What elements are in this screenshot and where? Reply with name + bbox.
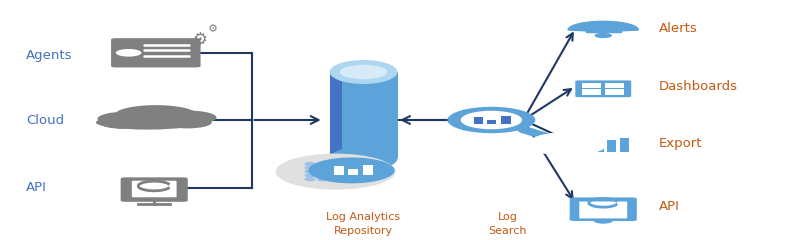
Bar: [620, 138, 629, 152]
Bar: [334, 166, 344, 175]
Bar: [606, 83, 624, 88]
Circle shape: [356, 166, 366, 169]
Text: Dashboards: Dashboards: [659, 80, 738, 93]
Circle shape: [305, 174, 315, 177]
Bar: [607, 140, 616, 152]
Circle shape: [318, 162, 328, 165]
Ellipse shape: [330, 60, 398, 84]
Circle shape: [344, 162, 353, 165]
Text: API: API: [659, 200, 680, 213]
Circle shape: [356, 178, 366, 181]
Circle shape: [447, 107, 535, 133]
Text: Export: Export: [659, 138, 702, 150]
FancyBboxPatch shape: [111, 38, 201, 67]
Circle shape: [305, 166, 315, 169]
FancyBboxPatch shape: [570, 198, 637, 221]
Ellipse shape: [100, 117, 148, 129]
FancyBboxPatch shape: [132, 181, 177, 197]
Ellipse shape: [330, 146, 398, 170]
Bar: [474, 117, 483, 124]
Circle shape: [305, 178, 315, 181]
Bar: [348, 169, 358, 175]
Circle shape: [356, 162, 366, 165]
Circle shape: [318, 170, 328, 173]
Bar: [606, 90, 624, 95]
Circle shape: [116, 49, 141, 57]
Bar: [583, 145, 592, 152]
Bar: [487, 120, 496, 124]
Circle shape: [344, 170, 353, 173]
Ellipse shape: [96, 115, 200, 130]
Bar: [363, 165, 373, 175]
Circle shape: [331, 170, 340, 173]
Bar: [582, 83, 601, 88]
Bar: [582, 90, 601, 95]
Text: API: API: [26, 181, 47, 194]
Circle shape: [356, 170, 366, 173]
Circle shape: [344, 178, 353, 181]
Bar: [595, 143, 604, 152]
FancyBboxPatch shape: [579, 202, 627, 218]
Circle shape: [344, 166, 353, 169]
Circle shape: [308, 157, 395, 183]
Circle shape: [331, 174, 340, 177]
Circle shape: [331, 162, 340, 165]
FancyBboxPatch shape: [121, 177, 188, 202]
Circle shape: [276, 154, 396, 190]
Ellipse shape: [156, 110, 217, 125]
Text: Agents: Agents: [26, 49, 73, 62]
Bar: [501, 116, 511, 124]
Circle shape: [305, 162, 315, 165]
Polygon shape: [568, 21, 638, 32]
Ellipse shape: [164, 116, 212, 128]
Circle shape: [318, 174, 328, 177]
Text: Cloud: Cloud: [26, 114, 65, 126]
Bar: [330, 72, 342, 158]
Circle shape: [318, 178, 328, 181]
Circle shape: [331, 178, 340, 181]
Circle shape: [331, 166, 340, 169]
Text: Log Analytics
Repository: Log Analytics Repository: [327, 212, 400, 236]
Circle shape: [318, 166, 328, 169]
Ellipse shape: [527, 132, 607, 156]
Circle shape: [305, 170, 315, 173]
Circle shape: [460, 111, 523, 129]
Circle shape: [594, 33, 612, 38]
Ellipse shape: [97, 112, 158, 126]
Bar: [330, 72, 398, 158]
Text: ⚙: ⚙: [209, 24, 218, 34]
Text: Log
Search: Log Search: [488, 212, 527, 236]
Text: Alerts: Alerts: [659, 22, 698, 35]
Circle shape: [344, 174, 353, 177]
Ellipse shape: [114, 105, 197, 125]
Circle shape: [594, 218, 613, 224]
FancyBboxPatch shape: [575, 80, 631, 97]
Ellipse shape: [340, 65, 388, 79]
Text: ⚙: ⚙: [193, 30, 207, 48]
Circle shape: [356, 174, 366, 177]
